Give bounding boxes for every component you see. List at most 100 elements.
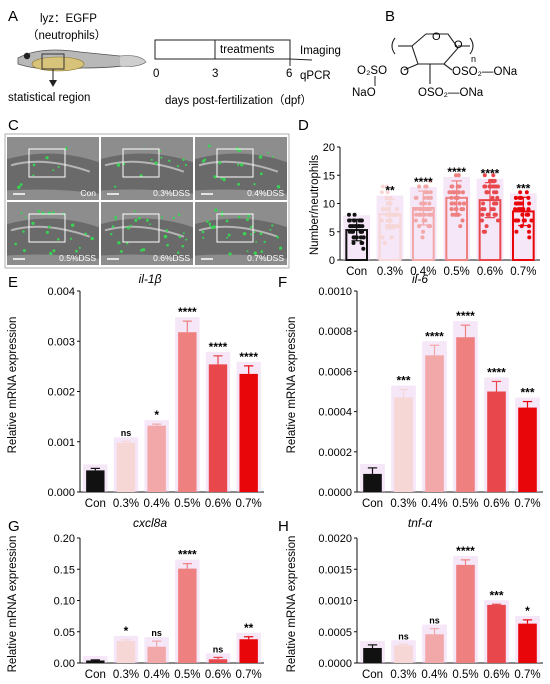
data-point [429,212,434,217]
micrograph-label-2: 0.3%DSS [153,188,190,198]
y-tick-label: 0.05 [54,627,75,639]
significance-label: ** [385,184,395,198]
bar-Con [363,648,382,663]
y-tick-label: 0.15 [54,564,75,576]
x-tick-label: 0.5% [452,669,478,681]
data-point [490,178,495,183]
chart-h-title: tnf-α [408,516,433,530]
data-point [494,201,499,206]
imaging-label: Imaging [300,45,341,57]
data-point [379,218,384,223]
data-point [390,224,395,229]
micrograph-label-4: 0.5%DSS [59,253,96,263]
data-point [358,224,363,229]
panel-label-e: E [8,274,18,291]
chart-h-ylabel: Relative mRNA expression [286,536,298,673]
strain-label: lyz：EGFP [40,13,97,25]
y-tick-label: 5 [329,227,335,239]
chart-f: 0.0000 0.0002 0.0004 0.0006 0.0008 0.0010 Con *… [318,286,543,510]
significance-label: **** [414,175,433,189]
significance-label: * [124,624,129,638]
glycosidic-oxygen: O [454,39,463,51]
data-point [449,195,454,200]
significance-label: *** [520,386,534,400]
significance-label: **** [178,305,197,319]
bar-0.7% [518,407,537,492]
data-point [384,184,389,189]
data-point [358,229,363,234]
data-point [495,218,500,223]
x-tick-label: 0.5% [452,498,478,510]
bar-0.3% [394,397,413,492]
bar-0.6% [487,391,506,492]
y-tick-label: 20 [323,142,335,154]
treatment-label: treatments [220,44,275,56]
panel-d: D Number/neutrophils 0 5 10 15 20 Con ** 0.3% **… [298,117,540,278]
data-point [485,190,490,195]
dss-structure [391,33,474,84]
data-point [481,201,486,206]
x-tick-label: 0.5% [174,498,200,510]
y-tick-label: 0 [329,255,335,267]
data-point [395,224,400,229]
data-point [361,235,366,240]
x-tick-label: 0.4% [410,266,436,278]
y-tick-label: 0.001 [47,437,75,449]
statistical-region-label: statistical region [8,92,90,104]
data-point [413,195,418,200]
significance-label: **** [178,548,197,562]
x-tick-label: 0.7% [514,669,540,681]
micrograph-2: 0.3%DSS [101,137,193,200]
data-point [428,178,433,183]
chart-g-title: cxcl8a [133,516,167,530]
y-tick-label: 15 [323,170,335,182]
significance-label: **** [239,350,258,364]
chart-e: 0.000 0.001 0.002 0.003 0.004 Con ns 0.3% * 0.4% *… [47,286,264,510]
data-point [358,235,363,240]
y-tick-label: 0.0000 [318,487,352,499]
chart-e-ylabel: Relative mRNA expression [7,317,19,454]
data-point [447,190,452,195]
data-point [414,212,419,217]
data-point [427,201,432,206]
repeat-n: n [471,54,476,64]
panel-c: C Con 0.3%DSS 0.4%DSS 0.5%DSS 0.6%DSS 0.7%DSS [4,117,290,269]
y-tick-label: 0.004 [47,286,75,298]
data-point [480,207,485,212]
bottom-sulfate: OSO₂—ONa [418,87,484,99]
y-tick-label: 10 [323,199,335,211]
panel-label-h: H [278,518,289,535]
bar-0.5% [456,564,475,663]
y-tick-label: 0.0020 [318,533,352,545]
data-point [490,195,495,200]
data-point [428,195,433,200]
data-point [349,224,354,229]
data-point [482,173,487,178]
x-tick-label: 0.7% [236,498,262,510]
panel-label-d: D [298,117,309,134]
data-point [479,218,484,223]
data-point [385,201,390,206]
micrograph-4: 0.5%DSS [7,202,99,265]
data-point [428,190,433,195]
significance-label: ns [121,428,132,438]
bar-0.4% [425,355,444,492]
bar-0.7% [518,623,537,663]
bar-0.7% [239,373,258,492]
data-point [513,195,518,200]
x-tick-label: 0.5% [444,266,470,278]
x-tick-label: 0.3% [390,498,416,510]
data-point [491,207,496,212]
data-point [395,207,400,212]
data-point [460,218,465,223]
x-tick-label: 0.3% [377,266,403,278]
bar-0.6% [208,659,228,663]
micrograph-label-5: 0.6%DSS [153,253,190,263]
data-point [491,173,496,178]
x-tick-label: Con [85,669,106,681]
x-tick-label: 0.6% [477,266,503,278]
data-point [483,229,488,234]
tick-3: 3 [212,68,218,80]
data-point [480,212,485,217]
